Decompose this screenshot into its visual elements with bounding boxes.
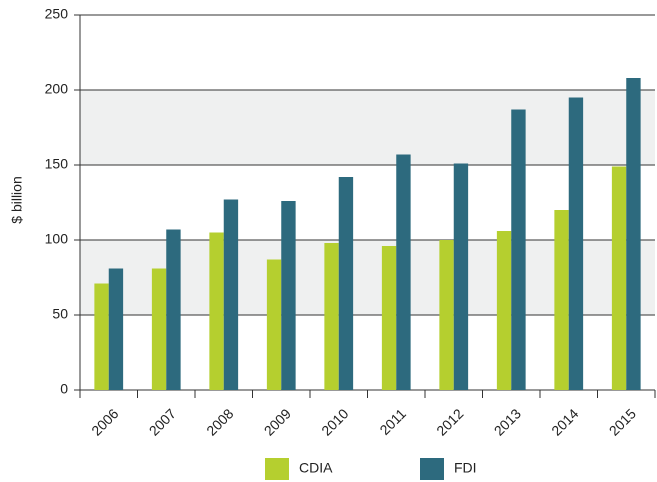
x-tick-label: 2013 <box>491 405 524 438</box>
bar <box>439 240 454 390</box>
x-tick-label: 2012 <box>433 405 466 438</box>
legend-swatch <box>420 458 444 480</box>
bar <box>266 259 282 390</box>
x-tick-label: 2009 <box>261 405 294 438</box>
bar <box>94 283 109 390</box>
shaded-band <box>80 90 655 165</box>
bar <box>338 177 354 390</box>
bar <box>626 78 641 390</box>
bar <box>554 210 569 390</box>
bar <box>324 243 339 390</box>
y-tick-label: 250 <box>45 6 69 22</box>
legend-label: FDI <box>454 460 477 476</box>
y-tick-label: 150 <box>45 156 69 172</box>
y-tick-label: 100 <box>45 231 69 247</box>
bar <box>381 246 397 390</box>
bar <box>611 166 627 390</box>
x-tick-label: 2007 <box>146 405 179 438</box>
bar <box>568 97 584 390</box>
bar <box>166 229 181 390</box>
y-axis-label: $ billion <box>9 176 25 223</box>
bar <box>453 163 469 390</box>
bar <box>223 199 239 390</box>
bar <box>151 268 167 390</box>
bar <box>396 154 411 390</box>
y-tick-label: 0 <box>60 381 68 397</box>
bar <box>511 109 526 390</box>
x-tick-label: 2006 <box>88 405 121 438</box>
x-tick-label: 2011 <box>376 405 409 438</box>
x-tick-label: 2008 <box>203 405 236 438</box>
bar <box>108 268 124 390</box>
x-tick-label: 2014 <box>548 405 581 438</box>
y-tick-label: 200 <box>45 81 69 97</box>
x-tick-label: 2015 <box>606 405 639 438</box>
legend-swatch <box>265 458 289 480</box>
bar <box>281 201 296 390</box>
legend-label: CDIA <box>299 460 333 476</box>
x-tick-label: 2010 <box>318 405 351 438</box>
y-tick-label: 50 <box>52 306 68 322</box>
bar <box>209 232 224 390</box>
bar <box>496 231 512 390</box>
